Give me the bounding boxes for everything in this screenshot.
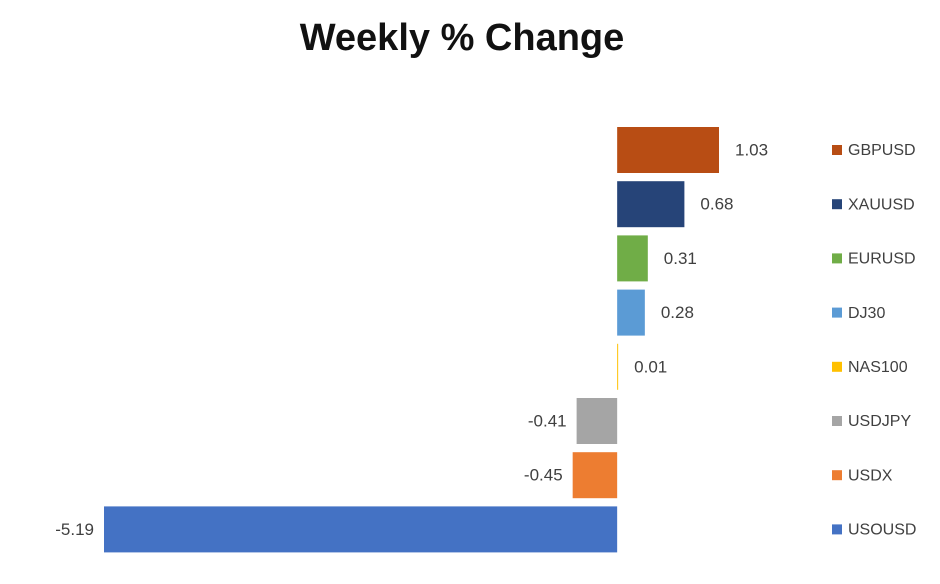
- legend-label: USOUSD: [848, 522, 916, 539]
- legend-swatch: [832, 470, 842, 481]
- legend-swatch: [832, 524, 842, 535]
- legend-swatch: [832, 199, 842, 210]
- bar: [576, 398, 618, 444]
- chart-title: Weekly % Change: [300, 17, 625, 59]
- value-label: 0.31: [664, 249, 697, 268]
- bar: [617, 289, 645, 336]
- value-label: -0.45: [524, 466, 563, 485]
- legend-label: XAUUSD: [848, 196, 915, 213]
- legend-label: USDJPY: [848, 413, 911, 430]
- value-label: 1.03: [735, 140, 768, 159]
- legend-swatch: [832, 361, 842, 372]
- bar: [617, 343, 619, 390]
- legend-label: GBPUSD: [848, 142, 916, 159]
- bar: [617, 235, 648, 282]
- legend-label: DJ30: [848, 305, 885, 322]
- legend-swatch: [832, 253, 842, 264]
- bar: [617, 127, 719, 173]
- bar: [617, 181, 685, 228]
- legend-label: USDX: [848, 467, 893, 484]
- value-label: 0.01: [634, 357, 667, 376]
- legend-swatch: [832, 307, 842, 318]
- legend-swatch: [832, 145, 842, 155]
- value-label: 0.68: [700, 195, 733, 214]
- legend-label: NAS100: [848, 359, 908, 376]
- value-label: -5.19: [55, 520, 94, 539]
- bar: [104, 506, 618, 553]
- legend-swatch: [832, 416, 842, 426]
- value-label: 0.28: [661, 303, 694, 322]
- bar: [572, 452, 618, 499]
- legend-label: EURUSD: [848, 251, 916, 268]
- value-label: -0.41: [528, 411, 567, 430]
